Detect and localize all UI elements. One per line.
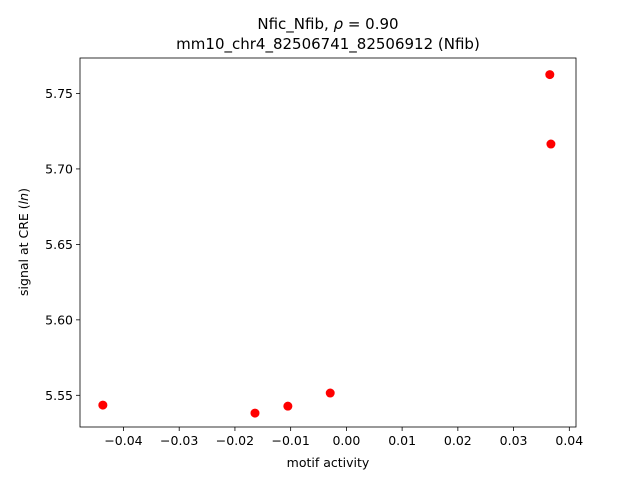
y-tick-label: 5.75 [45, 86, 73, 101]
data-point [283, 401, 293, 411]
y-axis-ticks: 5.55 5.60 5.65 5.70 5.75 [45, 86, 80, 403]
y-tick-label: 5.70 [45, 161, 73, 176]
x-tick-label: −0.03 [160, 433, 198, 448]
x-tick-label: 0.04 [555, 433, 583, 448]
data-point [325, 388, 335, 398]
x-axis-ticks: −0.04 −0.03 −0.02 −0.01 0.00 0.01 0.02 0.03 0.04 [104, 427, 583, 448]
x-tick-label: −0.01 [272, 433, 310, 448]
x-tick-label: 0.03 [500, 433, 528, 448]
data-point [250, 408, 260, 418]
data-point [545, 70, 555, 80]
x-tick-label: 0.01 [388, 433, 416, 448]
plot-frame [79, 57, 577, 428]
chart-title-line2: mm10_chr4_82506741_82506912 (Nfib) [176, 35, 480, 54]
chart-title-line1: Nfic_Nfib, ρ = 0.90 [257, 15, 398, 34]
x-tick-label: 0.00 [332, 433, 360, 448]
y-tick-label: 5.55 [45, 388, 73, 403]
data-points [98, 70, 556, 418]
data-point [98, 400, 108, 410]
x-tick-label: −0.02 [216, 433, 254, 448]
y-tick-label: 5.65 [45, 237, 73, 252]
data-point [546, 139, 556, 149]
x-axis-label: motif activity [287, 455, 370, 470]
x-tick-label: 0.02 [444, 433, 472, 448]
y-tick-label: 5.60 [45, 312, 73, 327]
x-tick-label: −0.04 [104, 433, 142, 448]
y-axis-label: signal at CRE (ln) [16, 188, 31, 296]
